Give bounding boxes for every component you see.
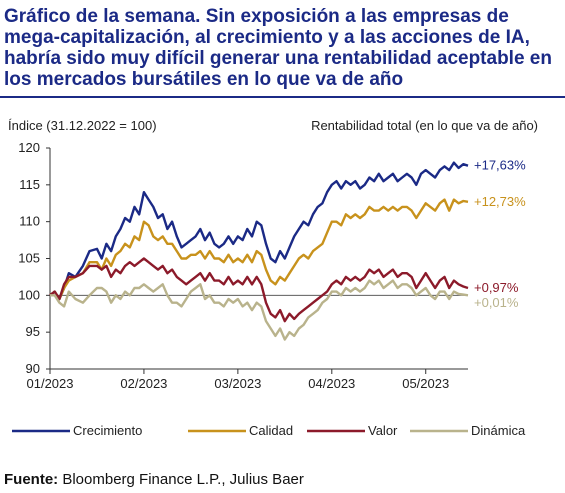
legend-label: Valor (368, 423, 398, 438)
legend: Crecimiento Calidad Valor Dinámica (12, 423, 526, 438)
x-tick-label: 03/2023 (214, 376, 261, 391)
y-tick-label: 90 (26, 361, 40, 376)
axes: 90 95 100 105 110 115 120 01/2023 02/2023 03/2023… (18, 140, 468, 391)
chart-title: Gráfico de la semana. Sin exposición a l… (4, 6, 552, 90)
x-tick-label: 02/2023 (120, 376, 167, 391)
legend-label: Dinámica (471, 423, 526, 438)
y-tick-label: 105 (18, 251, 40, 266)
y-axis-label-left: Índice (31.12.2022 = 100) (8, 118, 157, 133)
x-tick-label: 04/2023 (308, 376, 355, 391)
legend-item-dinámica: Dinámica (410, 423, 526, 438)
end-label-calidad: +12,73% (474, 194, 526, 209)
y-tick-label: 115 (19, 177, 40, 192)
source-note: Fuente: Bloomberg Finance L.P., Julius B… (4, 471, 304, 488)
y-tick-label: 95 (26, 324, 40, 339)
y-tick-label: 110 (19, 214, 40, 229)
end-label-dinámica: +0,01% (474, 295, 519, 310)
legend-item-valor: Valor (307, 423, 398, 438)
series-line-calidad (49, 198, 469, 301)
series-line-crecimiento (49, 161, 469, 301)
legend-item-crecimiento: Crecimiento (12, 423, 142, 438)
series-line-valor (49, 257, 469, 323)
x-tick-label: 05/2023 (402, 376, 449, 391)
legend-label: Crecimiento (73, 423, 142, 438)
y-axis-label-right: Rentabilidad total (en lo que va de año) (311, 118, 538, 133)
legend-label: Calidad (249, 423, 293, 438)
y-tick-label: 120 (18, 140, 40, 155)
source-label: Fuente: (4, 471, 59, 488)
title-rule (0, 96, 565, 98)
x-tick-label: 01/2023 (27, 376, 74, 391)
legend-item-calidad: Calidad (188, 423, 293, 438)
end-label-crecimiento: +17,63% (474, 158, 526, 173)
y-tick-label: 100 (18, 287, 40, 302)
series-lines (49, 161, 469, 341)
source-text: Bloomberg Finance L.P., Julius Baer (62, 471, 304, 488)
series-line-dinámica (50, 279, 469, 341)
end-label-valor: +0,97% (474, 280, 519, 295)
end-labels: +17,63% +12,73% +0,97%+0,01% (474, 158, 526, 310)
line-chart: Índice (31.12.2022 = 100) Rentabilidad t… (8, 118, 538, 438)
